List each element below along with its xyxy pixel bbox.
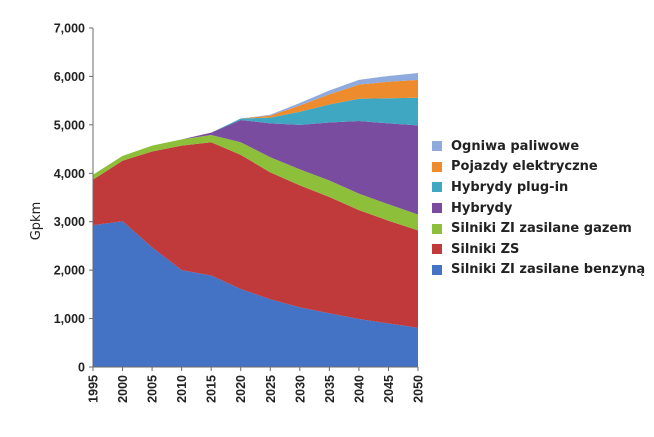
legend-label: Ogniwa paliwowe	[451, 138, 580, 154]
area-series-3	[93, 120, 418, 215]
area-series-5	[93, 79, 418, 175]
legend-label: Silniki ZI zasilane gazem	[451, 221, 632, 237]
legend-swatch	[432, 244, 442, 255]
axes-group	[89, 27, 419, 371]
x-tick-label: 2005	[146, 375, 160, 403]
legend-swatch	[432, 223, 442, 234]
area-series-group	[93, 73, 418, 367]
area-series-4	[93, 97, 418, 175]
legend-item: Silniki ZI zasilane benzyną	[432, 260, 645, 281]
y-tick-label: 5,000	[54, 118, 85, 132]
legend-swatch	[432, 203, 442, 214]
legend-swatch	[432, 182, 442, 193]
legend: Ogniwa paliwowe Pojazdy elektryczne Hybryd…	[432, 136, 645, 280]
legend-swatch	[432, 264, 442, 275]
area-series-0	[93, 221, 418, 367]
legend-label: Silniki ZI zasilane benzyną	[451, 262, 646, 278]
legend-item: Hybrydy	[432, 198, 645, 219]
x-tick-label: 2000	[116, 375, 130, 403]
y-tick-label: 4,000	[54, 167, 85, 181]
y-tick-label: 7,000	[54, 22, 85, 36]
y-tick-label: 1,000	[54, 312, 85, 326]
y-tick-labels: 0 1,000 2,000 3,000 4,000 5,000 6,000 7,000	[54, 22, 85, 375]
x-tick-label: 2035	[323, 375, 337, 403]
x-tick-label: 2010	[175, 375, 189, 403]
legend-item: Ogniwa paliwowe	[432, 136, 645, 157]
x-tick-label: 2045	[382, 375, 396, 403]
legend-item: Hybrydy plug-in	[432, 177, 645, 198]
x-tick-labels: 1995 2000 2005 2010 2015 2020 2025 2030 2035 2040…	[87, 375, 426, 403]
y-tick-label: 6,000	[54, 70, 85, 84]
legend-label: Pojazdy elektryczne	[451, 159, 598, 175]
legend-swatch	[432, 141, 442, 152]
legend-label: Hybrydy plug-in	[451, 179, 569, 195]
x-tick-label: 2020	[234, 375, 248, 403]
y-tick-label: 3,000	[54, 215, 85, 229]
y-tick-label: 2,000	[54, 264, 85, 278]
area-series-1	[93, 142, 418, 328]
legend-item: Pojazdy elektryczne	[432, 157, 645, 178]
x-tick-label: 2025	[264, 375, 278, 403]
x-tick-label: 1995	[87, 375, 101, 403]
legend-swatch	[432, 161, 442, 172]
x-tick-label: 2015	[205, 375, 219, 403]
area-series-2	[93, 135, 418, 231]
x-tick-label: 2030	[293, 375, 307, 403]
y-axis-label: Gpkm	[29, 202, 44, 241]
legend-item: Silniki ZI zasilane gazem	[432, 218, 645, 239]
y-tick-label: 0	[78, 361, 85, 375]
legend-item: Silniki ZS	[432, 239, 645, 260]
legend-label: Hybrydy	[451, 200, 513, 216]
x-tick-label: 2050	[412, 375, 426, 403]
x-tick-label: 2040	[352, 375, 366, 403]
legend-label: Silniki ZS	[451, 241, 520, 257]
